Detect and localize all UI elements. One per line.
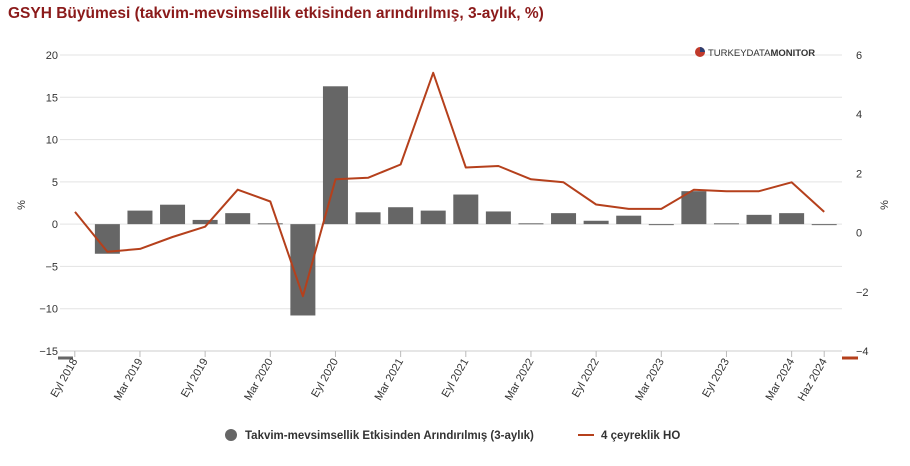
bar bbox=[583, 220, 609, 225]
x-tick-label: Mar 2024 bbox=[764, 357, 798, 403]
right-tick-label: −4 bbox=[856, 346, 869, 358]
brand-text-light: TURKEYDATA bbox=[708, 48, 771, 59]
right-tick-label: 6 bbox=[856, 50, 862, 62]
bar bbox=[160, 204, 186, 225]
x-tick-label: Mar 2022 bbox=[503, 357, 537, 403]
right-axis: 6 4 2 0 −2 −4% bbox=[842, 50, 891, 360]
bar bbox=[551, 213, 577, 225]
x-tick-label: Eyl 2021 bbox=[440, 357, 472, 400]
bar bbox=[225, 213, 251, 225]
x-tick-label: Mar 2021 bbox=[373, 357, 407, 403]
x-tick-label: Mar 2023 bbox=[633, 357, 667, 403]
brand-logo: TURKEYDATAMONITOR bbox=[695, 47, 815, 59]
bar bbox=[713, 223, 739, 225]
bar bbox=[355, 212, 381, 225]
bar bbox=[94, 224, 120, 254]
bar bbox=[322, 86, 348, 225]
brand-text: TURKEYDATAMONITOR bbox=[708, 48, 815, 59]
chart-title: GSYH Büyümesi (takvim-mevsimsellik etkis… bbox=[8, 5, 544, 22]
x-axis: Eyl 2018 Mar 2019 Eyl 2019 Mar 2020 Eyl 2020… bbox=[49, 350, 842, 404]
bar-series bbox=[94, 86, 837, 316]
bar bbox=[518, 223, 544, 225]
x-tick-label: Eyl 2020 bbox=[309, 357, 341, 400]
bar bbox=[616, 215, 642, 225]
x-tick-label: Eyl 2022 bbox=[570, 357, 602, 400]
bar bbox=[746, 214, 772, 225]
bar bbox=[811, 224, 837, 226]
bar bbox=[420, 210, 446, 225]
right-tick-label: −2 bbox=[856, 287, 869, 299]
legend: Takvim-mevsimsellik Etkisinden Arındırıl… bbox=[225, 429, 680, 442]
bar bbox=[257, 223, 283, 225]
right-tick-label: 0 bbox=[856, 228, 862, 240]
left-tick-label: −5 bbox=[45, 261, 58, 273]
right-tick-label: 4 bbox=[856, 109, 862, 121]
left-axis-label: % bbox=[16, 200, 28, 210]
x-tick-label: Eyl 2019 bbox=[179, 357, 211, 400]
left-tick-label: 15 bbox=[46, 92, 58, 104]
grid-lines bbox=[60, 54, 842, 352]
right-axis-label: % bbox=[879, 200, 891, 210]
bar bbox=[779, 213, 805, 225]
legend-line-label: 4 çeyreklik HO bbox=[601, 430, 680, 442]
left-tick-label: 5 bbox=[52, 177, 58, 189]
legend-item-bars[interactable]: Takvim-mevsimsellik Etkisinden Arındırıl… bbox=[225, 429, 534, 442]
line-path bbox=[74, 71, 825, 298]
x-tick-label: Mar 2019 bbox=[112, 357, 146, 403]
brand-text-bold: MONITOR bbox=[770, 48, 815, 59]
x-tick-label: Haz 2024 bbox=[796, 357, 830, 404]
legend-bar-marker bbox=[225, 429, 237, 441]
right-tick-label: 2 bbox=[856, 168, 862, 180]
left-tick-label: −15 bbox=[39, 346, 58, 358]
legend-item-line[interactable]: 4 çeyreklik HO bbox=[578, 430, 680, 442]
bar bbox=[648, 224, 674, 226]
bar bbox=[453, 194, 479, 225]
x-tick-label: Eyl 2018 bbox=[49, 357, 81, 400]
x-tick-label: Eyl 2023 bbox=[700, 357, 732, 400]
line-series bbox=[74, 71, 825, 298]
bar bbox=[388, 207, 414, 225]
left-tick-label: 10 bbox=[46, 135, 58, 147]
left-tick-label: −10 bbox=[39, 304, 58, 316]
bar bbox=[192, 219, 218, 225]
left-tick-label: 20 bbox=[46, 50, 58, 62]
legend-bar-label: Takvim-mevsimsellik Etkisinden Arındırıl… bbox=[245, 430, 534, 442]
logo-icon-segment bbox=[700, 47, 705, 52]
x-tick-label: Mar 2020 bbox=[242, 357, 276, 403]
left-tick-label: 0 bbox=[52, 219, 58, 231]
bar bbox=[485, 211, 511, 225]
bar bbox=[127, 210, 153, 225]
left-axis: 20 15 10 5 0 −5 −10 −15% bbox=[16, 50, 73, 360]
bar bbox=[681, 191, 707, 225]
